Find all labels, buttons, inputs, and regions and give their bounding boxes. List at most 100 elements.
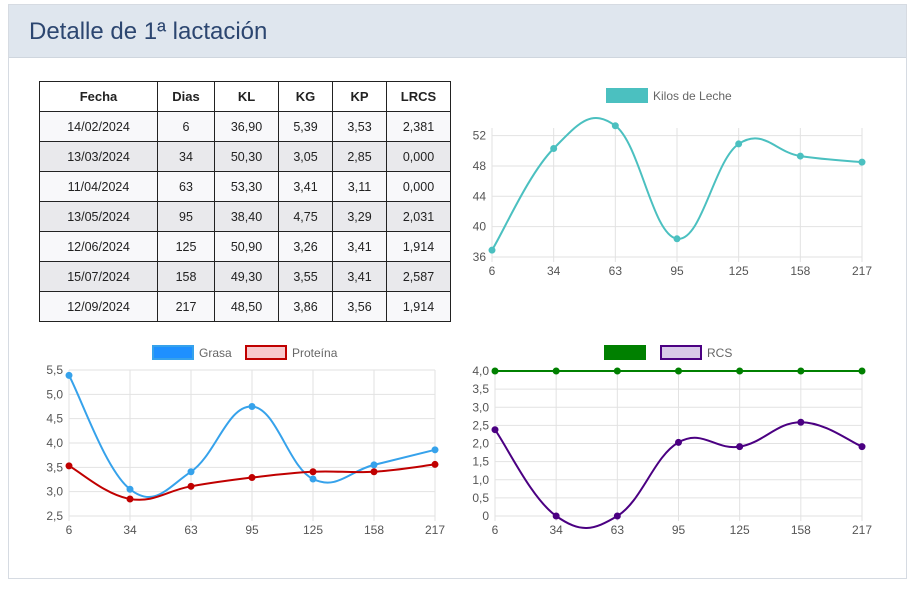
series-line [68, 374, 436, 499]
legend-swatch[interactable] [606, 88, 648, 103]
data-point[interactable] [248, 403, 256, 410]
data-point[interactable] [126, 495, 134, 503]
data-point[interactable] [550, 144, 558, 152]
table-cell: 158 [157, 261, 215, 292]
data-point[interactable] [431, 446, 439, 454]
y-tick-label: 5,0 [46, 387, 63, 401]
table-cell: 3,29 [332, 201, 387, 232]
data-point[interactable] [613, 512, 621, 520]
x-tick-label: 95 [670, 264, 684, 278]
table-cell: 3,11 [332, 171, 387, 202]
table-cell: 15/07/2024 [39, 261, 158, 292]
grid [494, 370, 863, 521]
table-cell: 3,86 [278, 291, 333, 322]
data-point[interactable] [491, 367, 499, 375]
legend-swatch[interactable] [245, 345, 287, 360]
legend-swatch[interactable] [660, 345, 702, 360]
data-point[interactable] [309, 468, 317, 476]
data-point[interactable] [858, 443, 866, 451]
data-point[interactable] [370, 461, 378, 469]
y-tick-label: 3,5 [472, 382, 489, 396]
table-cell: 3,41 [332, 261, 387, 292]
data-point[interactable] [613, 367, 621, 375]
table-cell: 12/09/2024 [39, 291, 158, 322]
data-point[interactable] [736, 367, 744, 375]
y-tick-label: 44 [473, 189, 487, 203]
column-header: KG [278, 81, 333, 112]
x-tick-label: 34 [123, 523, 137, 537]
legend[interactable]: Grasa Proteína [152, 345, 338, 360]
data-point[interactable] [735, 140, 743, 148]
table-cell: 13/03/2024 [39, 141, 158, 172]
kilos-leche-chart: 36 40 44 48 52 6 34 63 95 125 158 217 Kilos de Leche [473, 88, 872, 278]
legend[interactable]: Kilos de Leche [606, 88, 732, 103]
table-cell: 3,26 [278, 231, 333, 262]
series-proteína [65, 460, 439, 503]
legend[interactable]: RCS [604, 345, 732, 360]
y-tick-label: 2,5 [472, 418, 489, 432]
legend-label[interactable]: Grasa [199, 346, 232, 360]
data-point[interactable] [675, 438, 682, 446]
table-cell: 53,30 [214, 171, 279, 202]
legend-swatch[interactable] [604, 345, 646, 360]
table-cell: 3,53 [332, 111, 387, 142]
data-point[interactable] [65, 371, 73, 379]
table-cell: 49,30 [214, 261, 279, 292]
data-point[interactable] [797, 367, 805, 375]
legend-label[interactable]: Proteína [292, 346, 338, 360]
x-tick-label: 158 [364, 523, 384, 537]
column-header: KL [214, 81, 279, 112]
table-cell: 2,381 [386, 111, 451, 142]
data-point[interactable] [65, 462, 73, 470]
data-point[interactable] [675, 367, 682, 375]
y-tick-label: 52 [473, 129, 487, 143]
data-point[interactable] [187, 468, 195, 476]
column-header: Dias [157, 81, 215, 112]
y-tick-label: 1,0 [472, 473, 489, 487]
table-cell: 48,50 [214, 291, 279, 322]
x-tick-label: 34 [547, 264, 561, 278]
data-point[interactable] [431, 460, 439, 468]
table-cell: 11/04/2024 [39, 171, 158, 202]
y-tick-label: 36 [473, 250, 487, 264]
x-tick-label: 95 [672, 523, 686, 537]
rcs-chart: 0 0,5 1,0 1,5 2,0 2,5 3,0 3,5 4,0 6 34 63 95 125 158 21… [472, 345, 872, 537]
table-cell: 3,41 [278, 171, 333, 202]
grasa-proteina-chart: 2,5 3,0 3,5 4,0 4,5 5,0 5,5 6 34 63 95 125 158 217 Gra… [46, 345, 445, 537]
data-point[interactable] [858, 367, 866, 375]
data-point[interactable] [673, 235, 681, 243]
table-cell: 5,39 [278, 111, 333, 142]
data-point[interactable] [491, 426, 499, 434]
table-cell: 3,56 [332, 291, 387, 322]
x-tick-label: 63 [609, 264, 623, 278]
data-point[interactable] [488, 246, 496, 254]
y-tick-label: 40 [473, 220, 487, 234]
data-point[interactable] [187, 482, 195, 490]
table-cell: 3,41 [332, 231, 387, 262]
x-tick-label: 217 [425, 523, 445, 537]
table-cell: 2,85 [332, 141, 387, 172]
data-point[interactable] [309, 475, 317, 483]
data-point[interactable] [796, 152, 804, 160]
y-tick-label: 0,5 [472, 491, 489, 505]
x-tick-label: 6 [492, 523, 499, 537]
data-point[interactable] [248, 474, 256, 482]
legend-label[interactable]: Kilos de Leche [653, 89, 732, 103]
x-tick-label: 125 [729, 264, 749, 278]
data-point[interactable] [858, 158, 866, 166]
data-point[interactable] [552, 512, 560, 520]
x-tick-label: 95 [245, 523, 259, 537]
table-cell: 50,30 [214, 141, 279, 172]
data-point[interactable] [552, 367, 560, 375]
data-point[interactable] [126, 485, 134, 493]
x-tick-label: 217 [852, 523, 872, 537]
table-cell: 14/02/2024 [39, 111, 158, 142]
page-title: Detalle de 1ª lactación [29, 18, 268, 45]
data-point[interactable] [797, 418, 805, 426]
legend-label[interactable]: RCS [707, 346, 732, 360]
data-point[interactable] [611, 122, 619, 130]
data-point[interactable] [736, 443, 744, 451]
legend-swatch[interactable] [152, 345, 194, 360]
table-row: 12/06/2024 125 50,90 3,26 3,41 1,914 [39, 231, 451, 262]
data-point[interactable] [370, 468, 378, 476]
